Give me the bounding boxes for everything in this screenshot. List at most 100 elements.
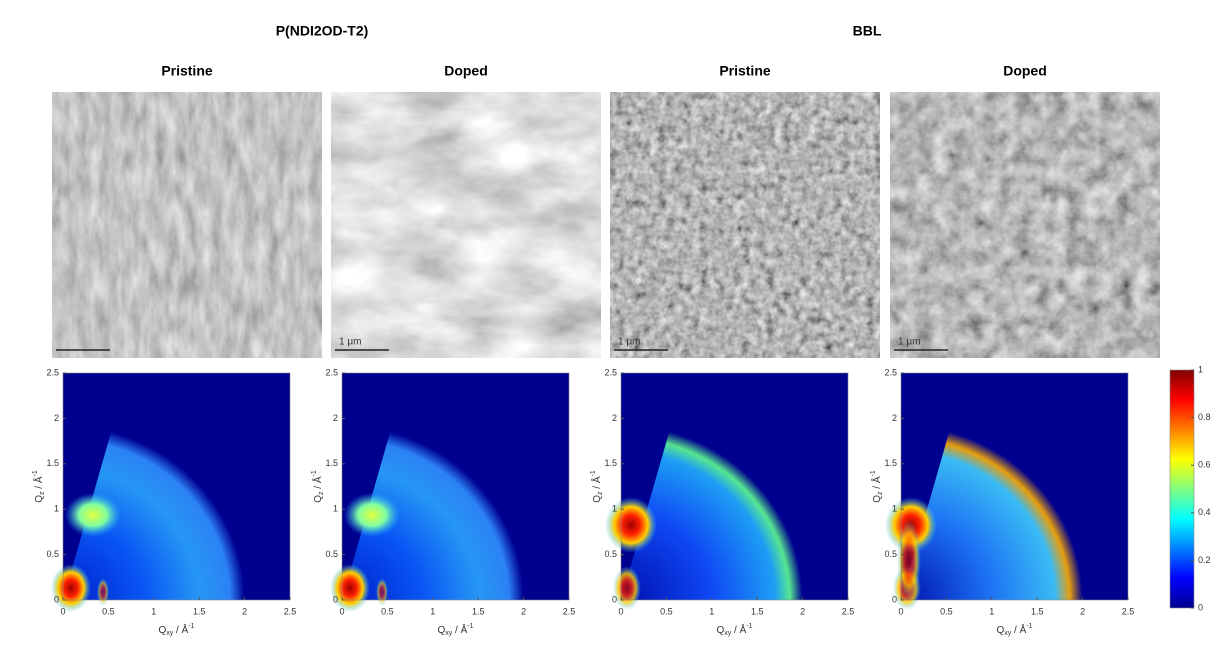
tem-image bbox=[890, 92, 1160, 358]
label-unit: / Å bbox=[731, 623, 746, 636]
x-tick-label: 1 bbox=[151, 606, 156, 616]
x-tick-label: 2.5 bbox=[1122, 606, 1135, 616]
label-exponent: -1 bbox=[311, 470, 318, 476]
hot-spot bbox=[376, 578, 388, 606]
y-tick-label: 0.5 bbox=[325, 549, 338, 559]
axis-label: Qxy / Å-1 bbox=[437, 623, 473, 637]
label-unit: / Å bbox=[311, 476, 324, 491]
x-tick-label: 0 bbox=[60, 606, 65, 616]
hot-spot bbox=[330, 564, 370, 612]
y-tick-label: 2.5 bbox=[604, 367, 617, 377]
hot-spot bbox=[897, 520, 921, 600]
x-tick-label: 2 bbox=[242, 606, 247, 616]
tem-image bbox=[52, 92, 322, 358]
x-tick-label: 2 bbox=[521, 606, 526, 616]
colorbar-tick-label: 0.6 bbox=[1198, 460, 1211, 470]
x-tick-label: 2 bbox=[800, 606, 805, 616]
x-tick-label: 1 bbox=[989, 606, 994, 616]
y-tick-label: 0.5 bbox=[604, 549, 617, 559]
y-tick-label: 0 bbox=[612, 594, 617, 604]
x-tick-label: 0 bbox=[618, 606, 623, 616]
hot-spot bbox=[344, 493, 400, 537]
panel-label: Doped bbox=[444, 63, 488, 79]
colorbar-tick-label: 0.8 bbox=[1198, 412, 1211, 422]
x-tick-label: 0.5 bbox=[381, 606, 394, 616]
label-unit: / Å bbox=[590, 476, 603, 491]
x-tick-label: 0.5 bbox=[660, 606, 673, 616]
group-title: P(NDI2OD-T2) bbox=[276, 23, 369, 39]
x-tick-label: 2.5 bbox=[842, 606, 855, 616]
panel-label: Pristine bbox=[161, 63, 213, 79]
y-tick-label: 1.5 bbox=[46, 458, 59, 468]
y-tick-label: 2.5 bbox=[884, 367, 897, 377]
hot-spot bbox=[65, 493, 121, 537]
y-tick-label: 0.5 bbox=[884, 549, 897, 559]
label-exponent: -1 bbox=[188, 623, 194, 630]
y-tick-label: 0 bbox=[54, 594, 59, 604]
x-tick-label: 0.5 bbox=[940, 606, 953, 616]
x-tick-label: 0 bbox=[339, 606, 344, 616]
x-tick-label: 1.5 bbox=[472, 606, 485, 616]
axis-label: Qz / Å-1 bbox=[32, 470, 46, 503]
axis-label: Qz / Å-1 bbox=[311, 470, 325, 503]
label-unit: / Å bbox=[452, 623, 467, 636]
tem-image bbox=[610, 92, 880, 358]
y-tick-label: 1.5 bbox=[604, 458, 617, 468]
y-tick-label: 2 bbox=[333, 413, 338, 423]
x-tick-label: 0 bbox=[898, 606, 903, 616]
label-exponent: -1 bbox=[467, 623, 473, 630]
panel-label: Pristine bbox=[719, 63, 771, 79]
label-exponent: -1 bbox=[590, 470, 597, 476]
axis-label: Qz / Å-1 bbox=[590, 470, 604, 503]
x-tick-label: 1 bbox=[709, 606, 714, 616]
colorbar-tick-label: 1 bbox=[1198, 364, 1203, 374]
label-unit: / Å bbox=[32, 476, 45, 491]
scale-bar-label: 1 μm bbox=[618, 337, 640, 348]
group-title: BBL bbox=[853, 23, 882, 39]
y-tick-label: 1 bbox=[333, 504, 338, 514]
y-tick-label: 2 bbox=[892, 413, 897, 423]
x-tick-label: 0.5 bbox=[102, 606, 115, 616]
x-tick-label: 1.5 bbox=[751, 606, 764, 616]
label-unit: / Å bbox=[1011, 623, 1026, 636]
label-exponent: -1 bbox=[870, 470, 877, 476]
x-tick-label: 1 bbox=[430, 606, 435, 616]
colorbar-tick-label: 0.2 bbox=[1198, 555, 1211, 565]
axis-label: Qxy / Å-1 bbox=[716, 623, 752, 637]
label-unit: / Å bbox=[870, 476, 883, 491]
y-tick-label: 2.5 bbox=[325, 367, 338, 377]
y-tick-label: 0.5 bbox=[46, 549, 59, 559]
y-tick-label: 1 bbox=[892, 504, 897, 514]
label-exponent: -1 bbox=[32, 470, 39, 476]
x-tick-label: 2.5 bbox=[563, 606, 576, 616]
y-tick-label: 2 bbox=[612, 413, 617, 423]
x-tick-label: 1.5 bbox=[193, 606, 206, 616]
axis-label: Qxy / Å-1 bbox=[996, 623, 1032, 637]
hot-spot bbox=[51, 564, 91, 612]
label-exponent: -1 bbox=[746, 623, 752, 630]
panel-label: Doped bbox=[1003, 63, 1047, 79]
axis-label: Qxy / Å-1 bbox=[158, 623, 194, 637]
colorbar-tick-label: 0 bbox=[1198, 602, 1203, 612]
y-tick-label: 1 bbox=[54, 504, 59, 514]
y-tick-label: 0 bbox=[333, 594, 338, 604]
colorbar bbox=[1170, 370, 1194, 608]
x-tick-label: 2 bbox=[1080, 606, 1085, 616]
x-tick-label: 1.5 bbox=[1031, 606, 1044, 616]
y-tick-label: 1.5 bbox=[325, 458, 338, 468]
y-tick-label: 1 bbox=[612, 504, 617, 514]
x-tick-label: 2.5 bbox=[284, 606, 297, 616]
y-tick-label: 1.5 bbox=[884, 458, 897, 468]
hot-spot bbox=[613, 566, 641, 610]
y-tick-label: 2.5 bbox=[46, 367, 59, 377]
tem-image bbox=[331, 92, 601, 358]
label-exponent: -1 bbox=[1026, 623, 1032, 630]
colorbar-tick-label: 0.4 bbox=[1198, 507, 1211, 517]
label-unit: / Å bbox=[173, 623, 188, 636]
scale-bar-label: 1 μm bbox=[339, 337, 361, 348]
hot-spot bbox=[97, 578, 109, 606]
figure: P(NDI2OD-T2) BBL Pristine 0 0.5 1 1.5 2 2.5 0 0.5 1… bbox=[0, 0, 1212, 654]
y-tick-label: 0 bbox=[892, 594, 897, 604]
y-tick-label: 2 bbox=[54, 413, 59, 423]
axis-label: Qz / Å-1 bbox=[870, 470, 884, 503]
